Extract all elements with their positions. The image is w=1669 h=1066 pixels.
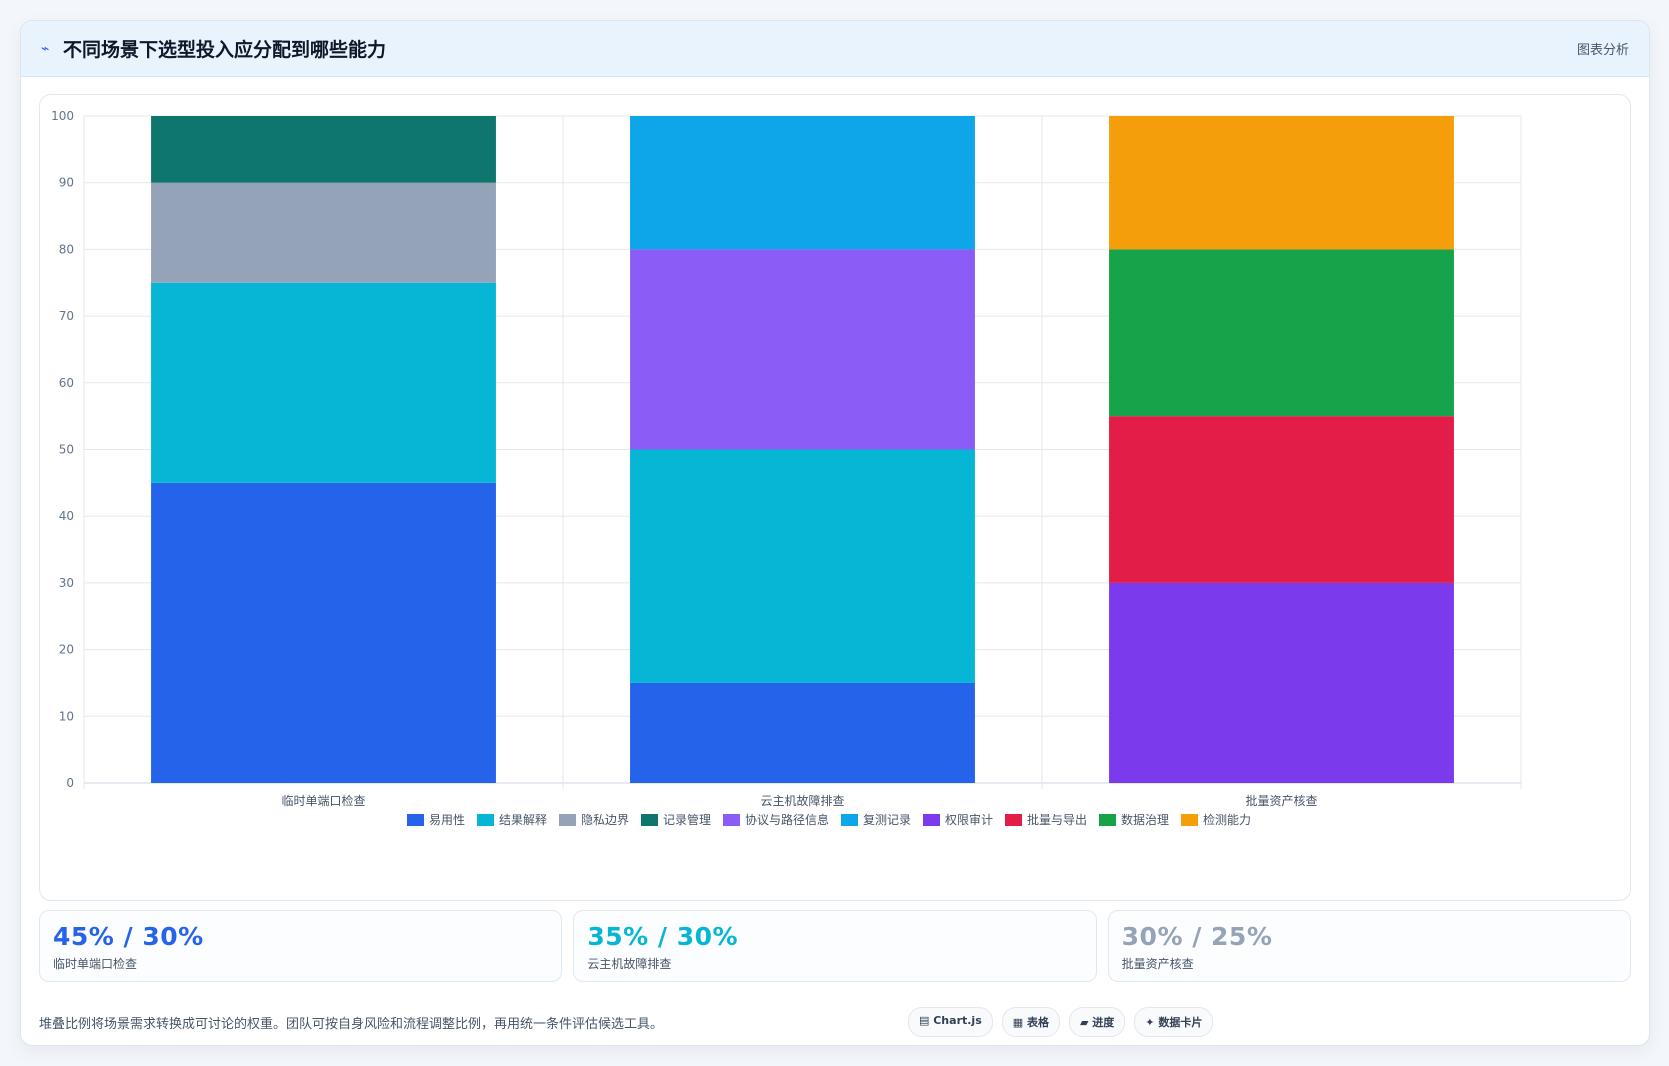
y-tick-label: 50: [59, 443, 74, 457]
x-tick-label: 云主机故障排查: [760, 793, 844, 808]
stat-label: 临时单端口检查: [53, 957, 138, 971]
x-tick-label: 临时单端口检查: [281, 793, 365, 808]
stat-value: 45% / 30%: [53, 922, 204, 951]
panel-header: ⌁ 不同场景下选型投入应分配到哪些能力 图表分析: [21, 21, 1649, 77]
legend-swatch: [1181, 814, 1198, 826]
bar-segment: [630, 249, 975, 450]
y-tick-label: 40: [59, 509, 74, 523]
chip-group: ▤ Chart.js ▦ 表格 ▰ 进度 ✦ 数据卡片: [908, 1007, 1214, 1037]
legend-label: 协议与路径信息: [745, 812, 829, 827]
bar-segment: [151, 482, 496, 783]
stat-value: 30% / 25%: [1121, 922, 1273, 951]
bar-segment: [1109, 249, 1454, 417]
y-tick-label: 20: [59, 643, 74, 657]
y-tick-label: 90: [59, 176, 74, 190]
chart-card: 0 10 20 30 40 50 60 70 80 90 100 临时单端口检查 云主机故障排查 批量资产…: [39, 94, 1631, 901]
y-tick-label: 30: [59, 576, 74, 590]
y-tick-label: 0: [66, 776, 74, 790]
legend-label: 数据治理: [1121, 812, 1169, 827]
chip-chartjs[interactable]: ▤ Chart.js: [908, 1007, 993, 1037]
legend-label: 易用性: [429, 813, 465, 827]
legend-swatch: [1099, 814, 1116, 826]
y-tick-label: 80: [59, 242, 74, 256]
chart-analysis-tag: 图表分析: [1576, 43, 1629, 58]
stacked-bar-chart: 0 10 20 30 40 50 60 70 80 90 100 临时单端口检查 云主机故障排查 批量资产…: [51, 109, 1522, 827]
legend-label: 检测能力: [1203, 812, 1251, 827]
stat-label: 云主机故障排查: [587, 957, 672, 971]
stats-row: 45% / 30% 临时单端口检查 35% / 30% 云主机故障排查 30% …: [39, 910, 1631, 982]
bar-segment: [151, 182, 496, 283]
stat-card: 45% / 30% 临时单端口检查: [39, 910, 563, 982]
legend-label: 复测记录: [863, 813, 911, 827]
y-tick-label: 70: [59, 309, 74, 323]
legend-swatch: [477, 814, 494, 826]
stat-value: 35% / 30%: [587, 922, 739, 951]
stat-card: 35% / 30% 云主机故障排查: [573, 910, 1097, 982]
chip-progress[interactable]: ▰ 进度: [1068, 1007, 1126, 1037]
pulse-icon: ⌁: [41, 40, 50, 57]
chip-table[interactable]: ▦ 表格: [1001, 1007, 1060, 1037]
chip-data-card[interactable]: ✦ 数据卡片: [1134, 1007, 1214, 1037]
legend-label: 批量与导出: [1027, 812, 1087, 827]
legend-label: 隐私边界: [581, 813, 629, 827]
x-tick-label: 批量资产核查: [1245, 793, 1317, 808]
bar-segment: [1109, 116, 1454, 250]
bar-segment: [1109, 582, 1454, 783]
bar-segment: [630, 116, 975, 250]
y-tick-label: 10: [59, 709, 74, 723]
legend-label: 结果解释: [499, 813, 547, 827]
bar-segment: [630, 682, 975, 783]
bar-segment: [630, 449, 975, 683]
legend-swatch: [559, 814, 576, 826]
y-tick-label: 100: [51, 109, 74, 123]
bar-segment: [151, 116, 496, 183]
legend-swatch: [641, 814, 658, 826]
legend-label: 记录管理: [663, 812, 711, 827]
bar-segment: [1109, 416, 1454, 583]
legend-label: 权限审计: [945, 812, 993, 827]
panel-title: 不同场景下选型投入应分配到哪些能力: [63, 39, 387, 61]
y-tick-label: 60: [59, 376, 74, 390]
legend-swatch: [407, 814, 424, 826]
bar-segment: [151, 282, 496, 483]
legend-swatch: [923, 814, 940, 826]
stat-label: 批量资产核查: [1121, 957, 1194, 971]
legend-swatch: [841, 814, 858, 826]
legend-swatch: [1005, 814, 1022, 826]
stat-card: 30% / 25% 批量资产核查: [1107, 910, 1631, 982]
chart-panel: ⌁ 不同场景下选型投入应分配到哪些能力 图表分析 0 10 20 30 40 50 60 70…: [20, 20, 1650, 1046]
footer: 堆叠比例将场景需求转换成可讨论的权重。团队可按自身风险和流程调整比例，再用统一条…: [39, 1006, 1631, 1038]
footer-note: 堆叠比例将场景需求转换成可讨论的权重。团队可按自身风险和流程调整比例，再用统一条…: [39, 1016, 664, 1032]
legend-swatch: [723, 814, 740, 826]
